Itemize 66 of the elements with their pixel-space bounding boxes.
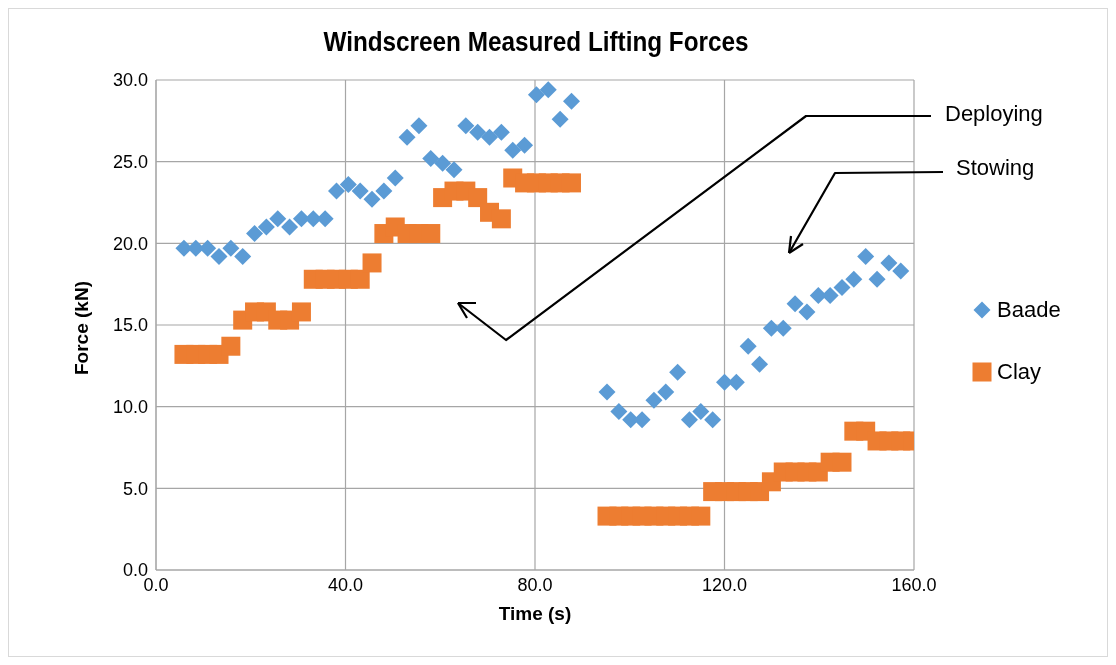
legend-label: Clay bbox=[997, 359, 1042, 385]
point bbox=[739, 337, 757, 355]
x-tick-label: 120.0 bbox=[701, 574, 748, 595]
point bbox=[328, 182, 345, 200]
point bbox=[363, 190, 381, 208]
chart-title: Windscreen Measured Lifting Forces bbox=[322, 27, 750, 58]
point bbox=[246, 225, 264, 243]
x-tick-label: 40.0 bbox=[327, 574, 364, 595]
y-tick-label: 25.0 bbox=[112, 152, 148, 173]
point bbox=[762, 319, 780, 337]
point bbox=[516, 136, 534, 154]
y-tick-label: 30.0 bbox=[112, 70, 148, 91]
point bbox=[562, 92, 580, 110]
point bbox=[269, 210, 287, 228]
point bbox=[527, 86, 545, 104]
point bbox=[222, 239, 240, 257]
point bbox=[434, 154, 452, 172]
point bbox=[857, 247, 875, 265]
point bbox=[281, 218, 299, 236]
point bbox=[598, 383, 616, 401]
point bbox=[751, 355, 769, 373]
point bbox=[351, 182, 369, 200]
point bbox=[210, 247, 228, 265]
point bbox=[669, 363, 687, 381]
point bbox=[469, 123, 487, 141]
point bbox=[257, 218, 275, 236]
point bbox=[798, 303, 816, 321]
point bbox=[657, 383, 675, 401]
point bbox=[199, 239, 217, 257]
point bbox=[481, 128, 499, 146]
text: Deploying bbox=[945, 101, 1043, 127]
point bbox=[892, 262, 910, 280]
y-tick-label: 20.0 bbox=[112, 233, 148, 254]
text: Stowing bbox=[956, 155, 1035, 181]
x-tick-label: 160.0 bbox=[891, 574, 937, 595]
y-tick-label: 15.0 bbox=[112, 315, 148, 336]
point bbox=[786, 295, 804, 313]
x-axis-title: Time (s) bbox=[498, 603, 572, 624]
point bbox=[680, 411, 698, 429]
point bbox=[692, 403, 710, 421]
point bbox=[422, 149, 440, 167]
point bbox=[704, 411, 722, 429]
point bbox=[645, 391, 663, 409]
point bbox=[457, 117, 475, 135]
y-axis-title: Force (kN) bbox=[70, 281, 92, 375]
point bbox=[339, 176, 357, 194]
x-tick-label: 80.0 bbox=[517, 574, 553, 595]
point bbox=[445, 161, 463, 179]
y-tick-label: 5.0 bbox=[122, 478, 148, 499]
point bbox=[234, 247, 252, 265]
y-tick-label: 10.0 bbox=[112, 397, 148, 418]
point bbox=[880, 254, 898, 272]
point bbox=[539, 81, 557, 99]
point bbox=[833, 278, 851, 296]
legend-label: Baade bbox=[997, 297, 1061, 323]
point bbox=[492, 123, 510, 141]
point bbox=[610, 403, 628, 421]
point bbox=[845, 270, 863, 288]
point bbox=[504, 141, 522, 159]
point bbox=[375, 182, 393, 200]
point bbox=[716, 373, 733, 391]
point bbox=[386, 169, 404, 187]
point bbox=[868, 270, 886, 288]
point bbox=[551, 110, 569, 128]
point bbox=[410, 117, 428, 135]
point bbox=[398, 128, 416, 146]
